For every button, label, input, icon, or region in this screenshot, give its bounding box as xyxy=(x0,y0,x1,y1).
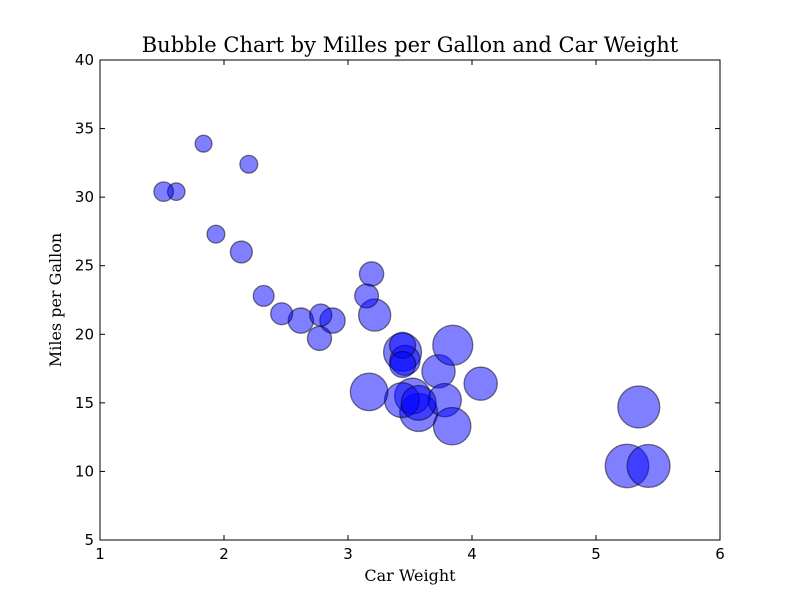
bubble-point-26 xyxy=(229,240,253,264)
y-tick-label: 25 xyxy=(75,257,94,275)
y-tick-label: 40 xyxy=(75,51,94,69)
x-tick-label: 1 xyxy=(95,545,105,563)
bubble-point-16 xyxy=(617,385,661,429)
bubble-point-19 xyxy=(194,134,213,153)
bubble-point-29 xyxy=(306,325,333,352)
bubble-point-25 xyxy=(206,224,226,244)
y-tick-label: 30 xyxy=(75,188,94,206)
y-axis-label: Miles per Gallon xyxy=(46,233,65,367)
x-axis-label: Car Weight xyxy=(364,566,456,585)
bubble-point-30 xyxy=(400,384,437,421)
y-tick-label: 5 xyxy=(84,531,94,549)
y-tick-label: 20 xyxy=(75,325,94,343)
bubble-point-17 xyxy=(239,154,259,174)
x-tick-label: 5 xyxy=(591,545,601,563)
bubble-point-2 xyxy=(252,284,275,307)
bubble-point-23 xyxy=(432,406,472,446)
x-tick-label: 4 xyxy=(467,545,477,563)
y-tick-label: 10 xyxy=(75,462,94,480)
chart-title: Bubble Chart by Milles per Gallon and Ca… xyxy=(142,33,679,57)
axis-ticks: 1 2 3 4 5 6 5 10 15 20 25 30 35 40 xyxy=(75,51,725,563)
y-tick-label: 15 xyxy=(75,394,94,412)
bubble-point-31 xyxy=(309,303,333,327)
bubble-series xyxy=(153,134,671,489)
bubble-point-27 xyxy=(153,181,175,203)
bubble-point-8 xyxy=(354,283,380,309)
x-tick-label: 3 xyxy=(343,545,353,563)
bubble-point-28 xyxy=(349,372,389,412)
bubble-point-7 xyxy=(358,261,385,287)
bubble-point-11 xyxy=(463,366,498,401)
y-tick-label: 35 xyxy=(75,120,94,138)
bubble-point-20 xyxy=(270,302,294,326)
x-tick-label: 6 xyxy=(715,545,725,563)
bubble-point-24 xyxy=(432,324,474,366)
bubble-point-10 xyxy=(388,350,417,379)
plot-frame xyxy=(99,59,721,541)
x-tick-label: 2 xyxy=(219,545,229,563)
bubble-point-15 xyxy=(626,443,671,489)
